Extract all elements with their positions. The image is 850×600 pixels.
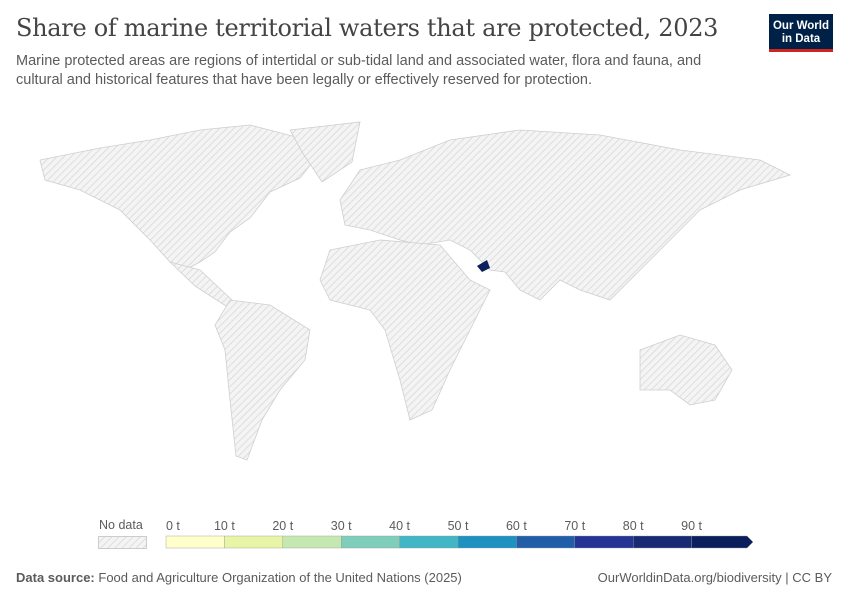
legend-color-scale: 0 t 10 t 20 t 30 t 40 t 50 t 60 t 70 t 80 t 90 t (165, 519, 754, 549)
legend-tick-label: 10 t (214, 519, 235, 533)
chart-title: Share of marine territorial waters that … (16, 14, 719, 42)
legend-bin-9[interactable] (691, 535, 754, 549)
africa[interactable] (319, 239, 491, 421)
legend-tick-label: 80 t (623, 519, 644, 533)
south-america[interactable] (214, 299, 311, 461)
legend-tick-label: 60 t (506, 519, 527, 533)
legend-tick-label: 0 t (166, 519, 180, 533)
legend-tick-label: 90 t (681, 519, 702, 533)
legend-tick-label: 30 t (331, 519, 352, 533)
greenland[interactable] (289, 121, 361, 183)
legend-bin-2[interactable] (282, 535, 342, 549)
legend-bin-8[interactable] (633, 535, 692, 549)
legend-bin-3[interactable] (341, 535, 400, 549)
legend-bin-7[interactable] (574, 535, 634, 549)
chart-subtitle: Marine protected areas are regions of in… (16, 53, 702, 88)
legend-no-data-swatch[interactable] (98, 536, 148, 549)
uae-highlight[interactable] (477, 260, 490, 272)
data-source: Data source: Food and Agriculture Organi… (16, 570, 462, 585)
legend-bin-4[interactable] (399, 535, 459, 549)
legend-tick-label: 40 t (389, 519, 410, 533)
legend-bin-6[interactable] (516, 535, 576, 549)
eurasia[interactable] (339, 129, 792, 301)
owid-logo[interactable]: Our World in Data (769, 14, 833, 52)
central-america[interactable] (169, 261, 233, 307)
source-text: Food and Agriculture Organization of the… (98, 570, 462, 585)
north-america[interactable] (39, 124, 319, 271)
legend-tick-label: 20 t (272, 519, 293, 533)
legend-tick-label: 50 t (448, 519, 469, 533)
legend-bin-0[interactable] (165, 535, 225, 549)
legend-tick-label: 70 t (564, 519, 585, 533)
source-label: Data source: (16, 570, 95, 585)
legend-no-data-label: No data (99, 518, 143, 532)
world-map[interactable] (0, 100, 850, 510)
australia[interactable] (639, 334, 733, 406)
legend-bin-5[interactable] (457, 535, 517, 549)
source-url[interactable]: OurWorldinData.org/biodiversity | CC BY (597, 570, 832, 585)
legend-bin-1[interactable] (224, 535, 283, 549)
